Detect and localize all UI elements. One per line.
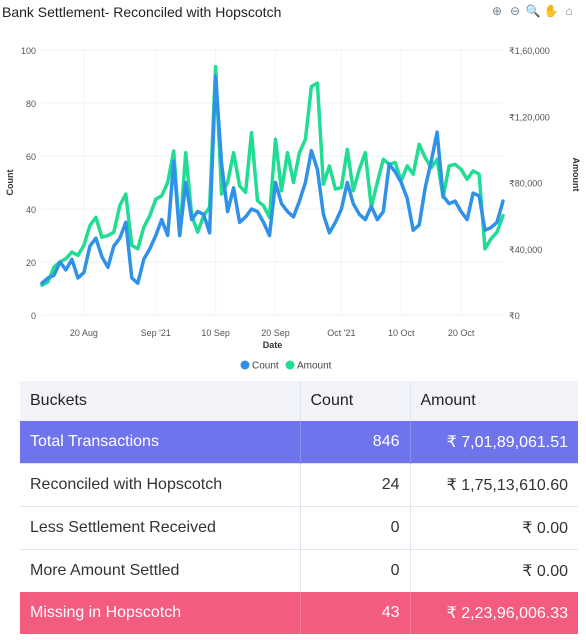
- amount-cell: ₹ 2,23,96,006.33: [410, 592, 578, 634]
- count-cell: 0: [300, 506, 411, 550]
- legend-label-amount: Amount: [297, 361, 332, 372]
- y-right-tick-label: ₹1,20,000: [509, 112, 550, 122]
- table-row-less-settlement[interactable]: Less Settlement Received 0 ₹ 0.00: [20, 506, 578, 550]
- series-line-amount: [40, 64, 505, 287]
- y-left-tick-label: 100: [21, 46, 36, 56]
- y-left-tick-label: 80: [26, 99, 36, 109]
- y-left-axis-title: Count: [5, 170, 15, 196]
- amount-cell: ₹ 0.00: [410, 506, 578, 550]
- bucket-cell: Missing in Hopscotch: [20, 592, 301, 634]
- amount-cell: ₹ 0.00: [410, 549, 578, 592]
- home-icon[interactable]: ⌂: [565, 4, 573, 18]
- header-buckets: Buckets: [20, 381, 301, 421]
- x-tick-label: 10 Sep: [201, 328, 230, 338]
- y-left-tick-label: 60: [26, 152, 36, 162]
- header-count: Count: [300, 381, 411, 421]
- table-header-row: Buckets Count Amount: [20, 381, 578, 421]
- header-amount: Amount: [410, 381, 578, 421]
- y-right-tick-label: ₹1,60,000: [509, 46, 550, 56]
- bucket-cell: More Amount Settled: [20, 549, 301, 592]
- y-right-tick-label: ₹40,000: [509, 245, 542, 255]
- bucket-cell: Reconciled with Hopscotch: [20, 463, 301, 507]
- count-cell: 24: [300, 463, 411, 507]
- x-tick-label: 20 Oct: [448, 328, 475, 338]
- legend-marker-count: [240, 360, 250, 370]
- legend-label-count: Count: [252, 361, 279, 372]
- zoom-in-icon[interactable]: ⊕: [491, 4, 503, 18]
- y-right-axis-title: Amount: [571, 158, 581, 192]
- table-row-reconciled[interactable]: Reconciled with Hopscotch 24 ₹ 1,75,13,6…: [20, 463, 578, 507]
- table-row-missing[interactable]: Missing in Hopscotch 43 ₹ 2,23,96,006.33: [20, 592, 578, 634]
- y-left-tick-label: 0: [31, 311, 36, 321]
- x-axis-title: Date: [263, 340, 283, 350]
- table-row-total-transactions[interactable]: Total Transactions 846 ₹ 7,01,89,061.51: [20, 421, 578, 464]
- count-cell: 43: [300, 592, 411, 634]
- buckets-table: Buckets Count Amount Total Transactions …: [20, 381, 578, 634]
- count-cell: 0: [300, 549, 411, 592]
- y-right-tick-label: ₹80,000: [509, 179, 542, 189]
- x-tick-label: 20 Aug: [70, 328, 98, 338]
- x-tick-label: Sep '21: [141, 328, 171, 338]
- amount-cell: ₹ 7,01,89,061.51: [410, 421, 578, 464]
- series-line-count: [40, 74, 505, 285]
- legend-marker-amount: [285, 360, 295, 370]
- x-tick-label: 10 Oct: [388, 328, 415, 338]
- y-left-tick-label: 40: [26, 205, 36, 215]
- chart-toolbar: ⊕ ⊖ 🔍 ✋ ⌂: [490, 4, 576, 18]
- zoom-out-icon[interactable]: ⊖: [509, 4, 521, 18]
- pan-hand-icon[interactable]: ✋: [543, 4, 559, 18]
- x-tick-label: 20 Sep: [261, 328, 290, 338]
- y-left-tick-label: 20: [26, 258, 36, 268]
- bucket-cell: Total Transactions: [20, 421, 301, 464]
- chart-title: Bank Settlement- Reconciled with Hopscot…: [2, 4, 282, 20]
- table-row-more-amount[interactable]: More Amount Settled 0 ₹ 0.00: [20, 549, 578, 592]
- x-tick-label: Oct '21: [327, 328, 355, 338]
- bucket-cell: Less Settlement Received: [20, 506, 301, 550]
- count-cell: 846: [300, 421, 411, 464]
- line-chart: 0 20 40 60 80 100 ₹0 ₹40,000 ₹80,000 ₹1,20,000 ₹1,…: [5, 46, 581, 372]
- y-right-tick-label: ₹0: [509, 311, 520, 321]
- amount-cell: ₹ 1,75,13,610.60: [410, 463, 578, 507]
- magnifier-icon[interactable]: 🔍: [525, 4, 541, 18]
